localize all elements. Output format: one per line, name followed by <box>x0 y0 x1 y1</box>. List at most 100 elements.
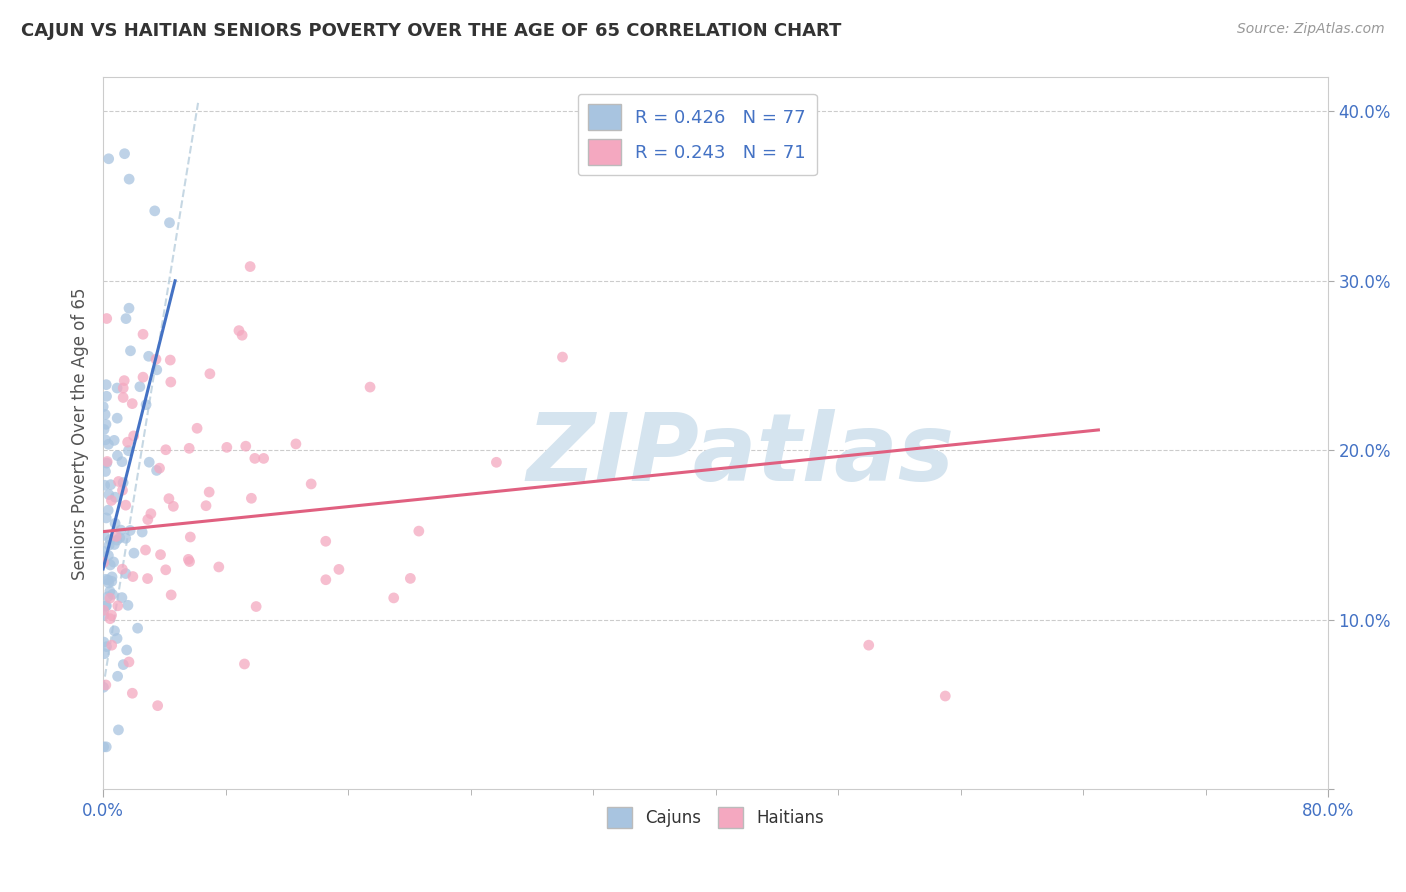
Point <box>105 632 128 646</box>
Point <box>118 301 141 316</box>
Point <box>148 461 170 475</box>
Point <box>117 599 139 613</box>
Point <box>146 363 169 377</box>
Point <box>179 530 201 544</box>
Point <box>107 599 129 613</box>
Point <box>122 429 145 443</box>
Point <box>162 500 184 514</box>
Point <box>94 417 117 432</box>
Point <box>98 584 121 599</box>
Point <box>114 531 136 545</box>
Point <box>245 599 267 614</box>
Point <box>551 350 574 364</box>
Point <box>94 433 117 447</box>
Point <box>159 216 181 230</box>
Point <box>120 343 142 358</box>
Point <box>97 549 120 563</box>
Point <box>93 528 115 542</box>
Point <box>97 503 120 517</box>
Point <box>96 511 118 525</box>
Point <box>228 324 250 338</box>
Point <box>328 562 350 576</box>
Point <box>97 152 120 166</box>
Point <box>120 524 142 538</box>
Point <box>97 487 120 501</box>
Point <box>135 398 157 412</box>
Point <box>105 411 128 425</box>
Point <box>117 443 139 458</box>
Point <box>94 465 117 479</box>
Point <box>94 599 117 614</box>
Point <box>121 686 143 700</box>
Point <box>111 562 134 576</box>
Legend: Cajuns, Haitians: Cajuns, Haitians <box>600 801 831 834</box>
Point <box>408 524 430 538</box>
Point <box>93 680 115 694</box>
Point <box>208 560 231 574</box>
Point <box>858 638 880 652</box>
Point <box>112 381 135 395</box>
Point <box>107 449 129 463</box>
Point <box>94 678 117 692</box>
Point <box>118 655 141 669</box>
Point <box>121 396 143 410</box>
Point <box>96 311 118 326</box>
Point <box>97 576 120 591</box>
Point <box>94 572 117 586</box>
Point <box>103 624 125 638</box>
Point <box>101 574 124 589</box>
Point <box>111 483 134 498</box>
Point <box>134 543 156 558</box>
Point <box>96 377 118 392</box>
Point <box>110 523 132 537</box>
Point <box>198 485 221 500</box>
Point <box>107 669 129 683</box>
Point <box>100 493 122 508</box>
Point <box>146 698 169 713</box>
Point <box>107 723 129 737</box>
Point <box>114 498 136 512</box>
Point <box>93 603 115 617</box>
Point <box>117 435 139 450</box>
Point <box>239 260 262 274</box>
Point <box>179 555 201 569</box>
Point <box>179 442 201 456</box>
Point <box>114 566 136 581</box>
Point <box>96 456 118 470</box>
Point <box>100 477 122 491</box>
Point <box>96 640 118 654</box>
Point <box>145 352 167 367</box>
Point <box>93 647 115 661</box>
Point <box>112 657 135 672</box>
Point <box>93 739 115 754</box>
Point <box>186 421 208 435</box>
Point <box>91 400 114 414</box>
Point <box>103 555 125 569</box>
Point <box>195 499 218 513</box>
Point <box>101 587 124 601</box>
Point <box>97 573 120 587</box>
Point <box>98 533 121 547</box>
Point <box>112 374 135 388</box>
Point <box>93 635 115 649</box>
Point <box>105 381 128 395</box>
Point <box>240 491 263 506</box>
Point <box>299 477 322 491</box>
Point <box>108 531 131 545</box>
Point <box>132 370 155 384</box>
Point <box>93 544 115 558</box>
Point <box>122 546 145 560</box>
Point <box>315 573 337 587</box>
Point <box>98 538 121 552</box>
Point <box>315 534 337 549</box>
Point <box>131 524 153 539</box>
Text: CAJUN VS HAITIAN SENIORS POVERTY OVER THE AGE OF 65 CORRELATION CHART: CAJUN VS HAITIAN SENIORS POVERTY OVER TH… <box>21 22 841 40</box>
Point <box>94 408 117 422</box>
Point <box>112 391 135 405</box>
Text: ZIPatlas: ZIPatlas <box>526 409 955 500</box>
Point <box>235 439 257 453</box>
Point <box>139 507 162 521</box>
Point <box>111 455 134 469</box>
Point <box>159 375 181 389</box>
Point <box>118 172 141 186</box>
